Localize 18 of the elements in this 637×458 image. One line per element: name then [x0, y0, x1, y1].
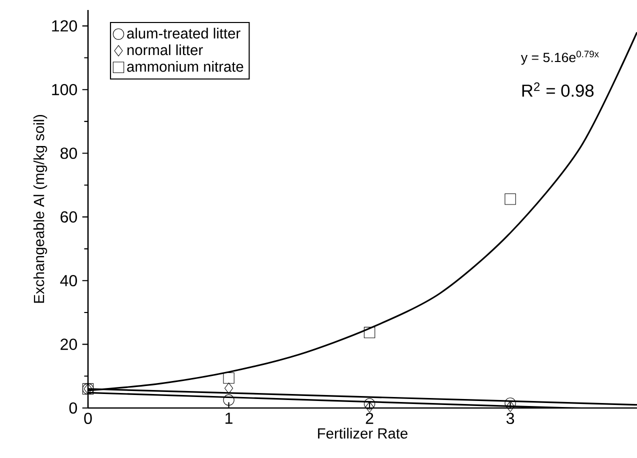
x-tick-label: 3 [506, 412, 514, 424]
y-tick-label: 40 [60, 274, 77, 286]
y-tick-label: 60 [60, 211, 77, 223]
y-tick-label: 20 [60, 338, 77, 350]
annotation: R$^{2}$ = 0.98 [522, 82, 594, 97]
y-tick-label: 120 [52, 20, 77, 32]
annotation: y = 5.16e$^{0.79x}$ [520, 50, 599, 65]
y-axis-title: Exchangeable Al (mg/kg soil) [33, 114, 48, 303]
x-axis-title: Fertilizer Rate [318, 428, 408, 439]
x-tick-label: 2 [366, 412, 374, 424]
legend-label: normal litter [127, 44, 203, 56]
x-tick-label: 0 [84, 412, 92, 424]
x-tick-label: 1 [226, 412, 232, 424]
y-tick-label: 100 [52, 84, 77, 96]
y-tick-label: 80 [60, 148, 77, 159]
legend-label: alum-treated litter [127, 28, 240, 39]
legend-label: ammonium nitrate [127, 61, 244, 72]
y-tick-label: 0 [69, 402, 77, 414]
